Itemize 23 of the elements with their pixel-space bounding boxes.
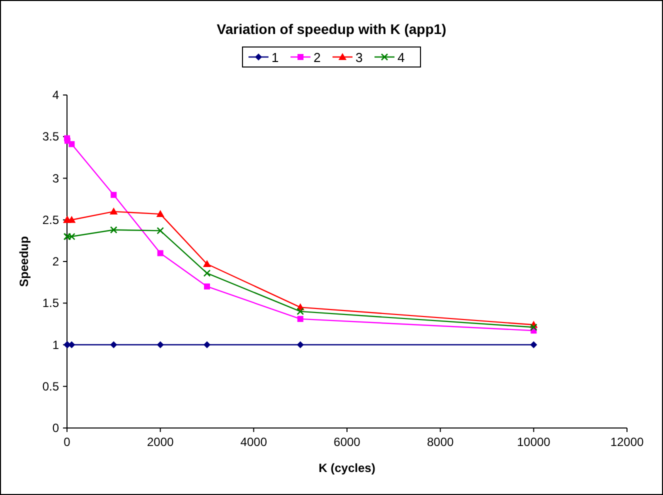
x-tick-label: 8000: [426, 435, 454, 449]
legend-label: 2: [314, 50, 321, 65]
y-tick-label: 1.5: [42, 296, 60, 310]
x-tick-label: 12000: [610, 435, 644, 449]
legend-label: 1: [272, 50, 279, 65]
y-tick-label: 4: [52, 88, 60, 102]
x-tick-label: 6000: [334, 435, 361, 449]
chart-title: Variation of speedup with K (app1): [216, 21, 446, 37]
y-tick-label: 0: [52, 421, 60, 435]
y-tick-label: 3: [52, 171, 60, 186]
y-axis-title: Speedup: [17, 236, 31, 287]
x-tick-label: 0: [64, 435, 71, 449]
legend-label: 4: [398, 50, 405, 65]
y-tick-label: 2: [52, 254, 60, 268]
x-tick-label: 10000: [516, 435, 551, 449]
legend-label: 3: [356, 50, 363, 65]
x-tick-label: 2000: [146, 435, 174, 449]
y-tick-label: 3.5: [42, 130, 60, 144]
y-tick-label: 2.5: [42, 212, 60, 227]
y-tick-label: 1: [52, 338, 60, 352]
x-axis-title: K (cycles): [318, 461, 376, 475]
x-tick-label: 4000: [240, 435, 268, 449]
y-tick-label: 0.5: [42, 379, 60, 394]
